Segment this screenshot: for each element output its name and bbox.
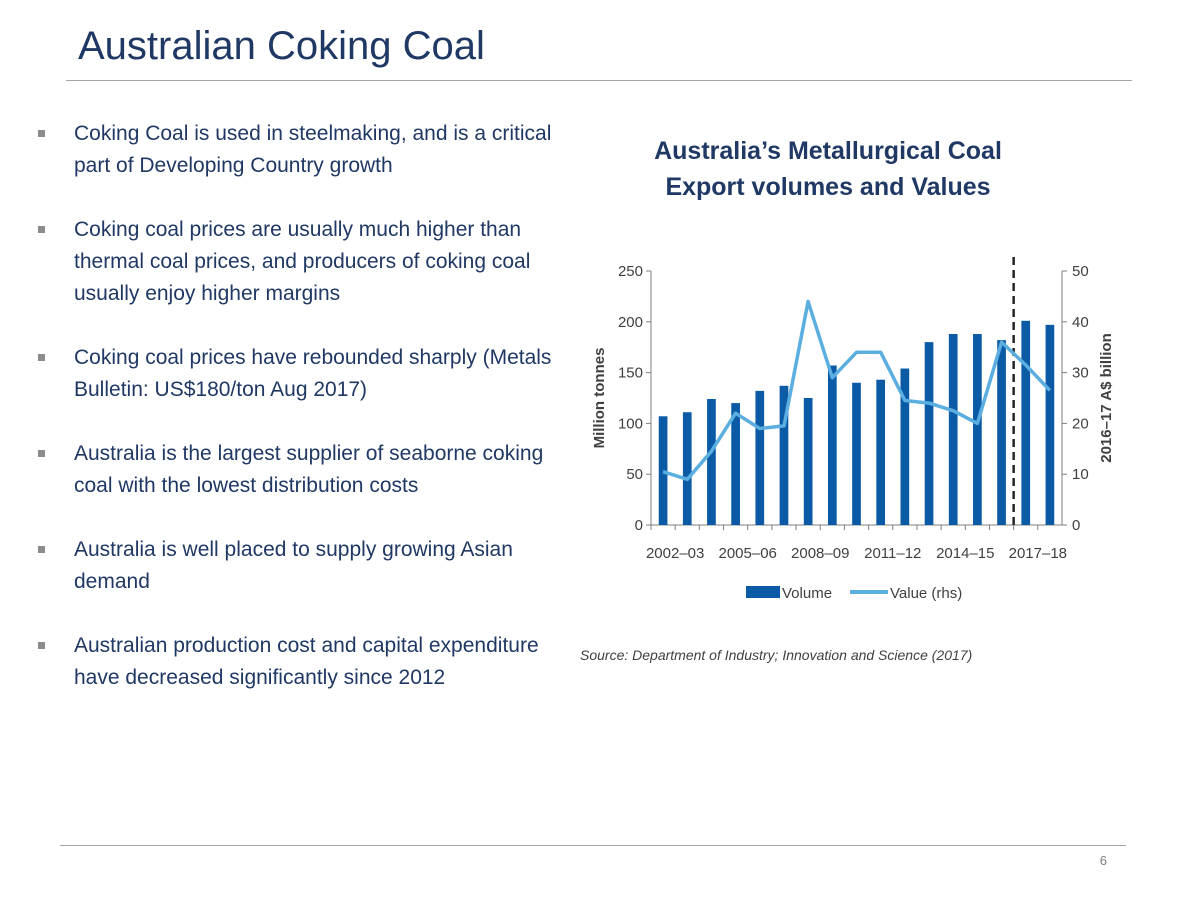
title-divider (66, 80, 1132, 81)
value-line (662, 299, 1052, 482)
bullet-marker (38, 642, 45, 649)
y-tick-label: 150 (618, 365, 643, 382)
x-tick-label: 2014–15 (936, 545, 994, 562)
chart-title-line: Australia’s Metallurgical Coal (654, 137, 1002, 165)
bullet-text: Coking Coal is used in steelmaking, and … (74, 122, 552, 177)
chart-source: Source: Department of Industry; Innovati… (580, 647, 973, 663)
chart-title-line: Export volumes and Values (665, 173, 991, 201)
bullet-item: Australia is well placed to supply growi… (36, 534, 576, 598)
bullet-marker (38, 354, 45, 361)
volume-bar (924, 342, 934, 525)
volume-bar (682, 412, 692, 525)
slide-title: Australian Coking Coal (78, 24, 485, 68)
bullet-text: Australia is the largest supplier of sea… (74, 442, 544, 497)
y2-tick-label: 30 (1072, 365, 1089, 382)
volume-bar (948, 333, 958, 525)
bullet-marker (38, 130, 45, 137)
volume-bar (852, 382, 861, 525)
bullet-item: Coking coal prices have rebounded sharpl… (36, 342, 576, 406)
y-tick-label: 200 (618, 314, 643, 331)
volume-bar (803, 398, 813, 525)
export-chart: 0 50 100 150 200 250 0 10 20 30 40 50 Million tonnes… (591, 257, 1115, 602)
y-axis-label: Million tonnes (591, 348, 608, 449)
bullet-text: Coking coal prices are usually much high… (74, 218, 531, 305)
y-tick-label: 250 (618, 263, 643, 280)
footer-divider (60, 845, 1126, 846)
y2-axis-label: 2016–17 A$ billion (1098, 333, 1115, 463)
x-tick-label: 2002–03 (646, 545, 704, 562)
bullet-marker (38, 450, 45, 457)
y2-tick-label: 0 (1072, 517, 1080, 534)
volume-bar (1021, 320, 1031, 525)
y-tick-label: 100 (618, 415, 643, 432)
bullet-item: Coking coal prices are usually much high… (36, 214, 576, 310)
page-number: 6 (1099, 853, 1107, 868)
bullet-item: Australia is the largest supplier of sea… (36, 438, 576, 502)
x-tick-label: 2017–18 (1009, 545, 1067, 562)
volume-bar (1045, 324, 1055, 525)
bullet-text: Coking coal prices have rebounded sharpl… (74, 346, 552, 401)
y2-tick-label: 10 (1072, 466, 1089, 483)
volume-bar (779, 385, 789, 525)
bullet-marker (38, 226, 45, 233)
y2-tick-label: 20 (1072, 415, 1089, 432)
volume-bar (658, 416, 668, 525)
y-tick-label: 50 (626, 466, 643, 483)
volume-bar (876, 379, 886, 525)
x-tick-label: 2005–06 (719, 545, 777, 562)
chart-title: Australia’s Metallurgical Coal Export vo… (600, 133, 1056, 205)
volume-bar (900, 368, 910, 525)
legend-volume-swatch (746, 586, 780, 598)
bullet-item: Australian production cost and capital e… (36, 630, 576, 694)
bullet-text: Australian production cost and capital e… (74, 634, 539, 689)
legend-value-label: Value (rhs) (890, 585, 962, 602)
bullet-marker (38, 546, 45, 553)
bullet-text: Australia is well placed to supply growi… (74, 538, 513, 593)
bullet-item: Coking Coal is used in steelmaking, and … (36, 118, 576, 182)
volume-bar (755, 390, 765, 525)
volume-bar (973, 333, 982, 525)
bullet-list: Coking Coal is used in steelmaking, and … (36, 118, 576, 726)
x-tick-label: 2008–09 (791, 545, 849, 562)
y2-tick-label: 50 (1072, 263, 1089, 280)
volume-bar (997, 340, 1006, 525)
y2-tick-label: 40 (1072, 314, 1089, 331)
volume-bar (707, 399, 716, 525)
y-tick-label: 0 (635, 517, 643, 534)
volume-bar (731, 403, 740, 525)
x-tick-label: 2011–12 (864, 545, 921, 562)
volume-bar (827, 365, 837, 525)
legend-volume-label: Volume (782, 585, 832, 602)
